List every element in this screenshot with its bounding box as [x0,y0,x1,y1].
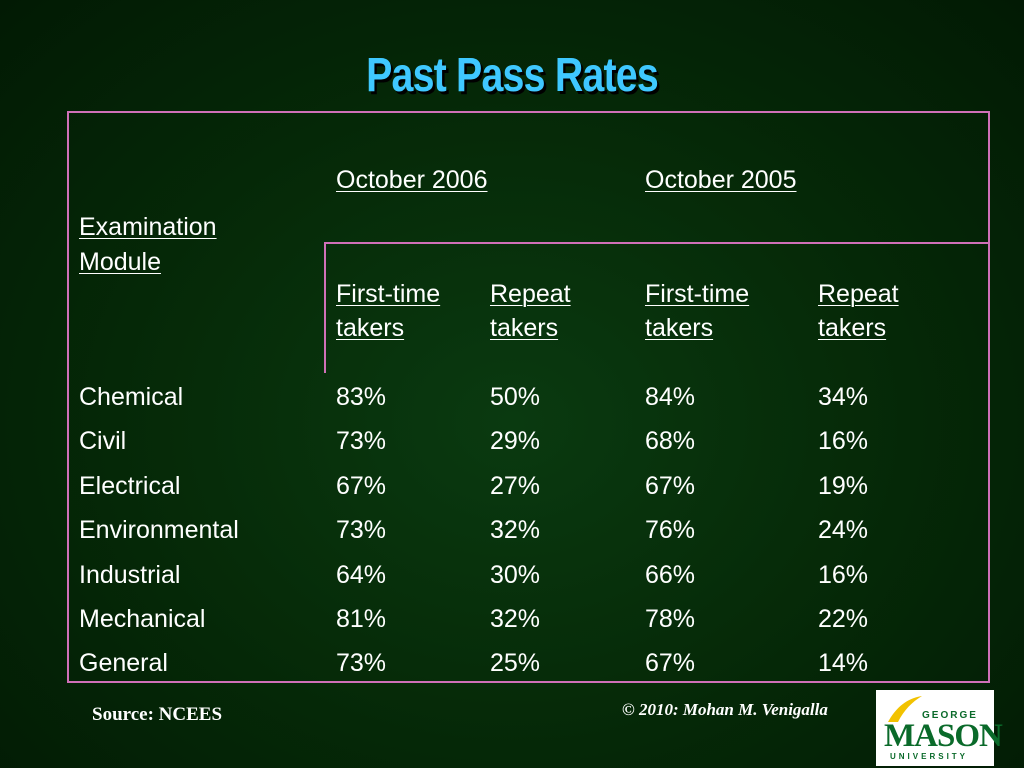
table-cell: 73% [336,427,387,455]
table-cell: 64% [336,561,387,589]
row-module: Chemical [79,383,184,411]
row-module: Industrial [79,561,181,589]
table-cell: 83% [336,383,387,411]
table-cell: 34% [818,383,869,411]
subheader-2-line1: Repeat [490,280,571,308]
logo-text-mason: MASON [884,718,1003,754]
table-cell: 76% [645,516,696,544]
table-cell: 27% [490,472,541,500]
table-cell: 16% [818,561,869,589]
table-cell: 78% [645,605,696,633]
table-cell: 84% [645,383,696,411]
subheader-4-line2: takers [818,314,887,342]
period-header-oct-2006: October 2006 [336,166,488,194]
subheader-1-line1: First-time [336,280,441,308]
row-module: Electrical [79,472,181,500]
copyright-note: © 2010: Mohan M. Venigalla [622,700,828,719]
table-cell: 73% [336,649,387,677]
logo-text-george: GEORGE [922,710,978,721]
module-header-line1: Examination [79,213,217,241]
row-module: Mechanical [79,605,206,633]
table-cell: 29% [490,427,541,455]
table-cell: 32% [490,516,541,544]
table-cell: 66% [645,561,696,589]
period-header-oct-2005: October 2005 [645,166,797,194]
row-module: Civil [79,427,127,455]
logo-text-university: UNIVERSITY [890,752,969,761]
university-logo: GEORGE MASON UNIVERSITY [876,690,1003,766]
source-note: Source: NCEES [92,704,223,725]
table-cell: 73% [336,516,387,544]
table-cell: 14% [818,649,869,677]
table-cell: 67% [645,649,696,677]
module-header-line2: Module [79,248,161,276]
row-module: Environmental [79,516,239,544]
table-cell: 22% [818,605,869,633]
subheader-3-line1: First-time [645,280,750,308]
logo-swoosh-icon [888,696,922,722]
table-cell: 19% [818,472,869,500]
subheader-divider-horizontal [325,242,990,244]
table-cell: 68% [645,427,696,455]
table-cell: 81% [336,605,387,633]
table-cell: 50% [490,383,541,411]
subheader-1-line2: takers [336,314,405,342]
table-cell: 67% [645,472,696,500]
subheader-divider-vertical [324,242,326,373]
subheader-4-line1: Repeat [818,280,899,308]
table-cell: 67% [336,472,387,500]
table-cell: 25% [490,649,541,677]
table-cell: 32% [490,605,541,633]
subheader-3-line2: takers [645,314,714,342]
row-module: General [79,649,168,677]
slide-title: Past Pass Rates [366,49,659,102]
table-cell: 30% [490,561,541,589]
table-cell: 24% [818,516,869,544]
pass-rates-table [67,111,990,683]
subheader-2-line2: takers [490,314,559,342]
table-cell: 16% [818,427,869,455]
